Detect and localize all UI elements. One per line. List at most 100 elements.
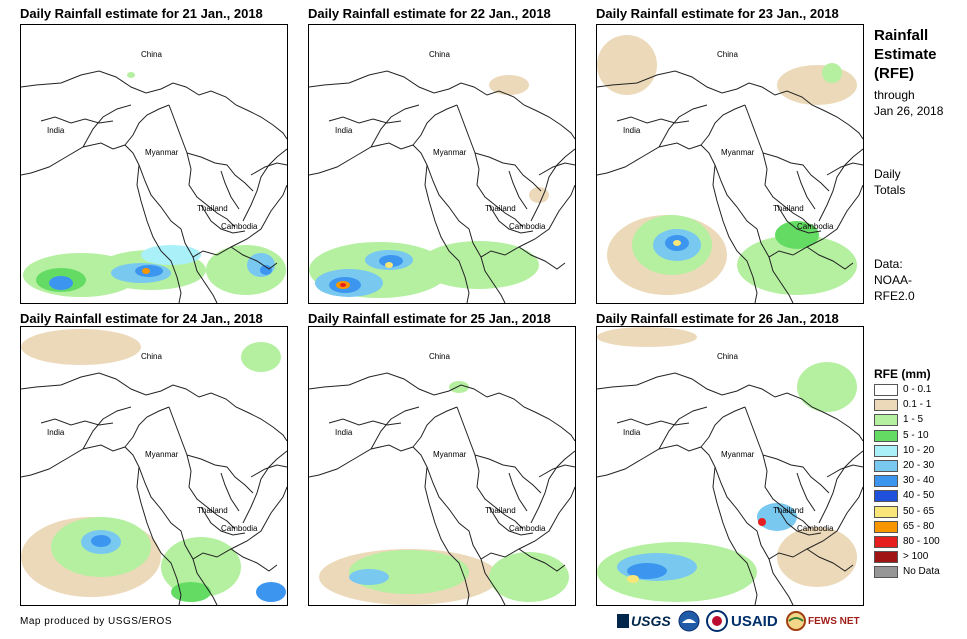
panel-title: Daily Rainfall estimate for 22 Jan., 201… [308, 6, 551, 21]
legend-label: > 100 [903, 551, 929, 563]
label-cambodia: Cambodia [797, 222, 834, 231]
label-cambodia: Cambodia [797, 524, 834, 533]
rain-field [319, 381, 569, 605]
label-cambodia: Cambodia [221, 222, 258, 231]
label-china: China [141, 352, 162, 361]
through-date: Jan 26, 2018 [874, 104, 944, 118]
legend-label: 65 - 80 [903, 520, 935, 532]
rainfall-map: China India Myanmar Thailand Cambodia [308, 326, 576, 606]
legend-label: 5 - 10 [903, 429, 929, 441]
panel-title: Daily Rainfall estimate for 24 Jan., 201… [20, 311, 263, 326]
fewsnet-globe-icon [786, 611, 806, 631]
label-thailand: Thailand [485, 204, 516, 213]
legend-label: 1 - 5 [903, 414, 924, 426]
legend-label: 10 - 20 [903, 444, 935, 456]
map-svg: China India Myanmar Thailand Cambodia [21, 329, 287, 605]
label-india: India [47, 126, 65, 135]
label-myanmar: Myanmar [721, 148, 755, 157]
data-source: Data: NOAA- RFE2.0 [874, 256, 915, 304]
label-myanmar: Myanmar [721, 450, 755, 459]
rainfall-map: China India Myanmar Thailand Cambodia [596, 24, 864, 304]
legend-label: 30 - 40 [903, 475, 935, 487]
map-svg: China India Myanmar Thailand Cambodia [309, 50, 575, 303]
usaid-wordmark: USAID [731, 612, 778, 630]
through-label: through [874, 88, 915, 102]
legend-swatch [874, 490, 898, 503]
side-title: Rainfall Estimate (RFE) [874, 26, 937, 83]
panel-title: Daily Rainfall estimate for 25 Jan., 201… [308, 311, 551, 326]
source-line2: RFE2.0 [874, 289, 915, 303]
label-china: China [429, 50, 450, 59]
rainfall-map: China India Myanmar Thailand Cambodia [308, 24, 576, 304]
legend-swatch [874, 505, 898, 518]
legend-swatch [874, 460, 898, 472]
legend-label: 20 - 30 [903, 460, 935, 471]
usgs-wordmark: USGS [631, 613, 671, 629]
rainfall-map: China India Myanmar Thailand Cambodia [20, 24, 288, 304]
legend-swatch [874, 551, 898, 564]
label-china: China [141, 50, 162, 59]
rain-field [597, 327, 857, 602]
label-thailand: Thailand [485, 506, 516, 515]
legend-swatch [874, 520, 898, 533]
legend-swatch [874, 444, 898, 457]
map-svg: China India Myanmar Thailand Cambodia [21, 50, 287, 303]
daily-label: Daily [874, 167, 901, 181]
label-thailand: Thailand [773, 506, 804, 515]
rain-field [309, 75, 549, 298]
label-india: India [47, 428, 65, 437]
label-myanmar: Myanmar [145, 148, 179, 157]
usgs-logo: USGS [617, 609, 671, 633]
map-svg: China India Myanmar Thailand Cambodia [597, 327, 863, 605]
totals-label: Totals [874, 183, 906, 197]
noaa-seal-icon [678, 610, 700, 632]
usaid-seal-icon [706, 610, 728, 632]
label-myanmar: Myanmar [433, 148, 467, 157]
daily-totals: Daily Totals [874, 166, 905, 198]
legend-swatch [874, 566, 898, 579]
panel-title: Daily Rainfall estimate for 26 Jan., 201… [596, 311, 839, 326]
legend-title: RFE (mm) [874, 367, 931, 381]
label-cambodia: Cambodia [509, 524, 546, 533]
label-thailand: Thailand [773, 204, 804, 213]
side-title-line3: (RFE) [874, 65, 914, 82]
label-india: India [335, 126, 353, 135]
rainfall-map: China India Myanmar Thailand Cambodia [596, 326, 864, 606]
source-line1: NOAA- [874, 273, 913, 287]
fewsnet-logo: FEWS NET [786, 609, 860, 633]
label-india: India [335, 428, 353, 437]
usgs-mark-icon [617, 614, 629, 628]
legend-label: No Data [903, 566, 940, 578]
legend-label: 40 - 50 [903, 490, 935, 502]
legend-swatch [874, 536, 898, 548]
fewsnet-wordmark: FEWS NET [808, 615, 860, 627]
label-cambodia: Cambodia [509, 222, 546, 231]
side-title-line1: Rainfall [874, 27, 929, 44]
label-myanmar: Myanmar [145, 450, 179, 459]
legend-swatch [874, 414, 898, 427]
legend-label: 50 - 65 [903, 505, 935, 517]
legend-swatch [874, 399, 898, 412]
panel-title: Daily Rainfall estimate for 21 Jan., 201… [20, 6, 263, 21]
map-svg: China India Myanmar Thailand Cambodia [597, 35, 863, 303]
label-china: China [717, 352, 738, 361]
label-india: India [623, 428, 641, 437]
map-credit: Map produced by USGS/EROS [20, 616, 173, 627]
legend-label: 0.1 - 1 [903, 399, 932, 411]
data-label: Data: [874, 257, 903, 271]
panel-title: Daily Rainfall estimate for 23 Jan., 201… [596, 6, 839, 21]
label-china: China [429, 352, 450, 361]
label-china: China [717, 50, 738, 59]
rain-field [597, 35, 857, 295]
legend-label: 0 - 0.1 [903, 384, 932, 395]
rainfall-map: China India Myanmar Thailand Cambodia [20, 326, 288, 606]
usaid-logo: USAID [706, 609, 778, 633]
legend-swatch [874, 429, 898, 442]
through-text: through Jan 26, 2018 [874, 87, 943, 119]
side-title-line2: Estimate [874, 46, 937, 63]
label-thailand: Thailand [197, 506, 228, 515]
rain-field [23, 72, 286, 297]
map-svg: China India Myanmar Thailand Cambodia [309, 352, 575, 605]
label-cambodia: Cambodia [221, 524, 258, 533]
legend-label: 80 - 100 [903, 536, 940, 547]
